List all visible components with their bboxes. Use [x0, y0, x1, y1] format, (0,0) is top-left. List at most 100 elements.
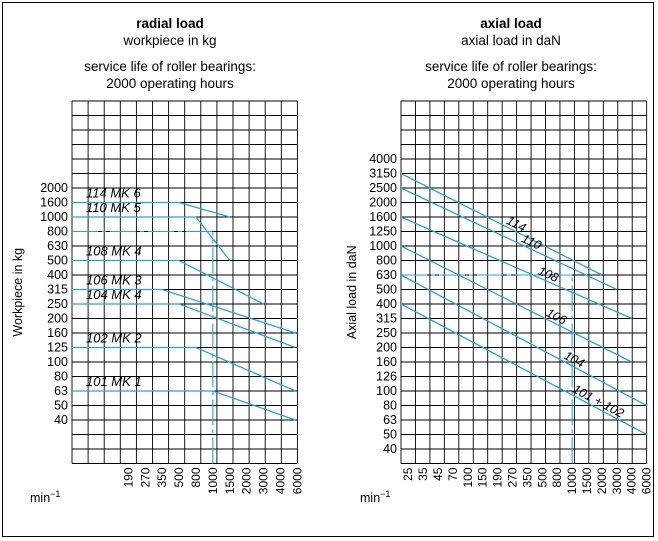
- series-label: 110 MK 5: [86, 200, 141, 215]
- series-line: [400, 274, 647, 407]
- axial-title: axial load: [480, 16, 542, 31]
- y-tick-label: 1250: [369, 225, 397, 239]
- x-axis-label: min−1: [30, 489, 60, 505]
- series-label: 114 MK 6: [86, 186, 141, 201]
- x-tick-label: 4000: [625, 467, 639, 494]
- y-tick-label: 800: [376, 254, 397, 268]
- series-line: [72, 303, 296, 349]
- x-tick-label: 6000: [640, 467, 654, 494]
- y-tick-label: 315: [47, 283, 68, 297]
- series-label: 110: [520, 231, 544, 252]
- series-line: [400, 245, 633, 363]
- series-label: 108 MK 4: [86, 244, 142, 259]
- series-label: 104 MK 4: [86, 287, 142, 302]
- axial-chart: 4000315025002000160012501000800630500400…: [345, 100, 654, 505]
- x-tick-label: 270: [506, 467, 520, 487]
- y-tick-label: 500: [376, 283, 397, 297]
- y-tick-label: 250: [47, 297, 68, 311]
- x-tick-label: 2000: [240, 467, 254, 494]
- y-tick-label: 1600: [40, 196, 68, 210]
- series-line: [72, 216, 231, 261]
- series-label: 106: [544, 306, 569, 328]
- series-line: [400, 172, 603, 276]
- x-tick-label: 45: [431, 467, 445, 481]
- x-tick-label: 800: [189, 467, 203, 487]
- x-tick-label: 500: [172, 467, 186, 487]
- y-tick-label: 80: [383, 399, 397, 413]
- y-tick-label: 500: [47, 254, 68, 268]
- y-tick-label: 63: [54, 384, 68, 398]
- y-tick-label: 400: [376, 297, 397, 311]
- x-tick-label: 800: [550, 467, 564, 487]
- axial-subtitle: axial load in daN: [461, 33, 561, 48]
- y-tick-label: 40: [54, 413, 68, 427]
- y-axis-label: Workpiece in kg: [11, 248, 25, 337]
- x-axis-label-exponent: −1: [50, 489, 60, 499]
- x-tick-label: 1000: [565, 467, 579, 494]
- series-line: [72, 259, 264, 305]
- series-line: [400, 303, 647, 436]
- series-label: 108: [536, 264, 561, 285]
- radial-note-line2: 2000 operating hours: [106, 76, 234, 91]
- y-tick-label: 100: [47, 355, 68, 369]
- x-tick-label: 150: [476, 467, 490, 487]
- x-tick-label: 500: [535, 467, 549, 487]
- series-line: [72, 288, 296, 334]
- series-label: 104: [562, 348, 587, 370]
- x-tick-label: 2000: [595, 467, 609, 494]
- x-tick-label: 190: [491, 467, 505, 487]
- x-tick-label: 70: [446, 467, 460, 481]
- y-tick-label: 315: [376, 312, 397, 326]
- y-tick-label: 3150: [369, 167, 397, 181]
- x-tick-label: 1500: [223, 467, 237, 494]
- y-tick-label: 4000: [369, 152, 397, 166]
- x-tick-label: 4000: [273, 467, 287, 494]
- x-axis-label-exponent: −1: [380, 489, 390, 499]
- y-tick-label: 100: [376, 384, 397, 398]
- x-tick-label: 270: [138, 467, 152, 487]
- radial-title: radial load: [136, 16, 204, 31]
- y-tick-label: 160: [47, 326, 68, 340]
- y-tick-label: 2000: [369, 196, 397, 210]
- series-label: 101 MK 1: [86, 374, 142, 389]
- y-tick-label: 1600: [369, 210, 397, 224]
- radial-chart: 2000160010008006305004003152502001601251…: [11, 100, 304, 505]
- x-tick-label: 3000: [257, 467, 271, 494]
- y-tick-label: 630: [47, 239, 68, 253]
- y-tick-label: 50: [54, 399, 68, 413]
- y-tick-label: 800: [47, 225, 68, 239]
- series-label: 106 MK 3: [86, 273, 142, 288]
- y-tick-label: 2000: [40, 181, 68, 195]
- radial-subtitle: workpiece in kg: [123, 33, 217, 48]
- y-tick-label: 125: [47, 341, 68, 355]
- x-axis-label: min−1: [360, 489, 390, 505]
- x-tick-label: 35: [416, 467, 430, 481]
- y-tick-label: 630: [376, 268, 397, 282]
- x-tick-label: 100: [461, 467, 475, 487]
- series-label: 102 MK 2: [86, 331, 142, 346]
- y-tick-label: 50: [383, 428, 397, 442]
- series-line: [400, 187, 618, 291]
- axial-note-line1: service life of roller bearings:: [425, 59, 597, 74]
- x-tick-label: 25: [401, 467, 415, 481]
- x-tick-label: 190: [121, 467, 135, 487]
- series-line: [72, 346, 296, 392]
- y-tick-label: 80: [54, 370, 68, 384]
- radial-note-line1: service life of roller bearings:: [84, 59, 256, 74]
- y-tick-label: 200: [376, 341, 397, 355]
- y-tick-label: 400: [47, 268, 68, 282]
- y-tick-label: 1000: [40, 210, 68, 224]
- y-tick-label: 200: [47, 312, 68, 326]
- y-tick-label: 126: [376, 370, 397, 384]
- y-axis-label: Axial load in daN: [345, 245, 359, 339]
- y-tick-label: 40: [383, 442, 397, 456]
- axial-note-line2: 2000 operating hours: [447, 76, 575, 91]
- figure-frame: [2, 2, 654, 537]
- y-tick-label: 250: [376, 326, 397, 340]
- series-line: [400, 216, 633, 320]
- x-tick-label: 1000: [206, 467, 220, 494]
- series-line: [72, 390, 296, 421]
- x-tick-label: 350: [520, 467, 534, 487]
- y-tick-label: 160: [376, 355, 397, 369]
